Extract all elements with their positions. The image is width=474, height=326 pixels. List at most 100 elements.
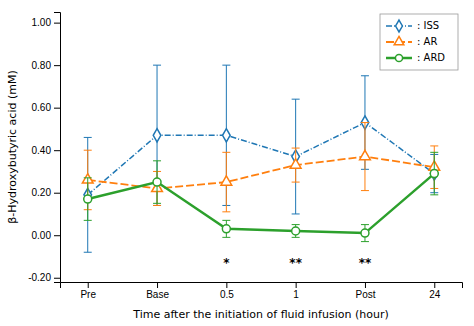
tick: 0.00 [32, 230, 60, 241]
tick-label: 0.00 [32, 230, 52, 241]
tick-mark [54, 193, 60, 194]
marker [290, 159, 301, 168]
error-bar [84, 137, 92, 252]
error-bar-cap [222, 152, 230, 153]
tick: Pre [80, 282, 96, 300]
marker [84, 195, 92, 203]
error-bar-cap [84, 150, 92, 151]
x-axis: Pre Base 0.5 1 Post 24 [61, 282, 463, 300]
tick-label: Pre [80, 289, 96, 300]
error-bar-cap [430, 152, 438, 153]
tick: 0.60 [32, 102, 60, 113]
legend-marker [394, 36, 404, 44]
error-bar [153, 65, 161, 205]
legend: : ISS : AR : ARD [380, 14, 458, 70]
tick-mark [54, 150, 60, 151]
data-area [82, 65, 439, 252]
tick: 24 [429, 282, 441, 300]
tick-mark [54, 278, 60, 279]
tick-mark [54, 23, 60, 24]
error-bar-cap [292, 99, 300, 100]
marker [221, 176, 232, 185]
axis-line [54, 13, 61, 283]
legend-marker [395, 54, 402, 61]
error-bar-cap [222, 65, 230, 66]
legend-label: : AR [417, 36, 437, 47]
tick-mark [226, 282, 227, 288]
annotations: ***** [223, 256, 372, 270]
series [84, 65, 439, 252]
annotation: * [223, 256, 230, 270]
error-bar-cap [153, 65, 161, 66]
error-bar-cap [361, 75, 369, 76]
x-axis-title: Time after the initiation of fluid infus… [132, 308, 388, 321]
line [88, 123, 435, 195]
tick: 1 [293, 282, 299, 300]
tick-mark [434, 282, 435, 288]
error-bar [361, 225, 369, 242]
series [84, 152, 439, 241]
tick-mark [54, 108, 60, 109]
marker [361, 229, 369, 237]
error-bar-cap [153, 203, 161, 204]
tick-label: 0.60 [32, 102, 52, 113]
tick-label: 1.00 [32, 17, 52, 28]
tick: 0.40 [32, 145, 60, 156]
tick-label: 0.40 [32, 145, 52, 156]
tick-mark [157, 282, 158, 288]
legend-item: : AR [386, 36, 437, 47]
error-bar [292, 225, 300, 238]
marker [223, 129, 231, 142]
axis-line [61, 283, 463, 289]
error-bar [222, 220, 230, 237]
annotation: ** [359, 256, 372, 270]
error-bar-cap [292, 182, 300, 183]
legend-item: : ARD [386, 52, 445, 63]
chart: -0.200.000.200.400.600.801.00PreBase0.51… [0, 0, 474, 326]
error-bar-cap [361, 241, 369, 242]
series [82, 123, 439, 212]
error-bar [292, 99, 300, 214]
marker [292, 227, 300, 235]
marker [430, 170, 438, 178]
error-bar-cap [84, 177, 92, 178]
error-bar-cap [361, 224, 369, 225]
legend-marker [396, 20, 403, 32]
plot: -0.200.000.200.400.600.801.00PreBase0.51… [28, 13, 462, 301]
tick-label: -0.20 [28, 272, 51, 283]
y-axis-title: β-Hydroxybutyric acid (mM) [6, 70, 19, 223]
tick-label: 0.5 [220, 289, 234, 300]
tick-mark [54, 65, 60, 66]
legend-box [380, 14, 458, 70]
line [88, 174, 435, 234]
tick-mark [296, 282, 297, 288]
error-bar-cap [292, 237, 300, 238]
tick-label: 24 [429, 289, 441, 300]
error-bar-cap [84, 252, 92, 253]
tick-label: Base [146, 289, 169, 300]
error-bar-cap [153, 205, 161, 206]
error-bar-cap [222, 220, 230, 221]
error-bar-cap [361, 190, 369, 191]
error-bar [153, 161, 161, 204]
tick-label: Post [355, 289, 375, 300]
marker [222, 225, 230, 233]
tick-label: 0.20 [32, 187, 52, 198]
tick-label: 1 [293, 289, 299, 300]
legend-label: : ISS [417, 20, 439, 31]
error-bar-cap [222, 211, 230, 212]
error-bar-cap [430, 145, 438, 146]
y-axis: -0.200.000.200.400.600.801.00 [28, 13, 60, 284]
error-bar-cap [153, 160, 161, 161]
tick: 0.20 [32, 187, 60, 198]
error-bar-cap [292, 148, 300, 149]
tick: -0.20 [28, 272, 60, 283]
tick-mark [88, 282, 89, 288]
annotation: ** [289, 256, 302, 270]
error-bar-cap [430, 194, 438, 195]
tick: 0.5 [220, 282, 234, 300]
marker [153, 178, 161, 186]
tick-mark [365, 282, 366, 288]
tick: Base [146, 282, 169, 300]
marker [360, 150, 371, 159]
